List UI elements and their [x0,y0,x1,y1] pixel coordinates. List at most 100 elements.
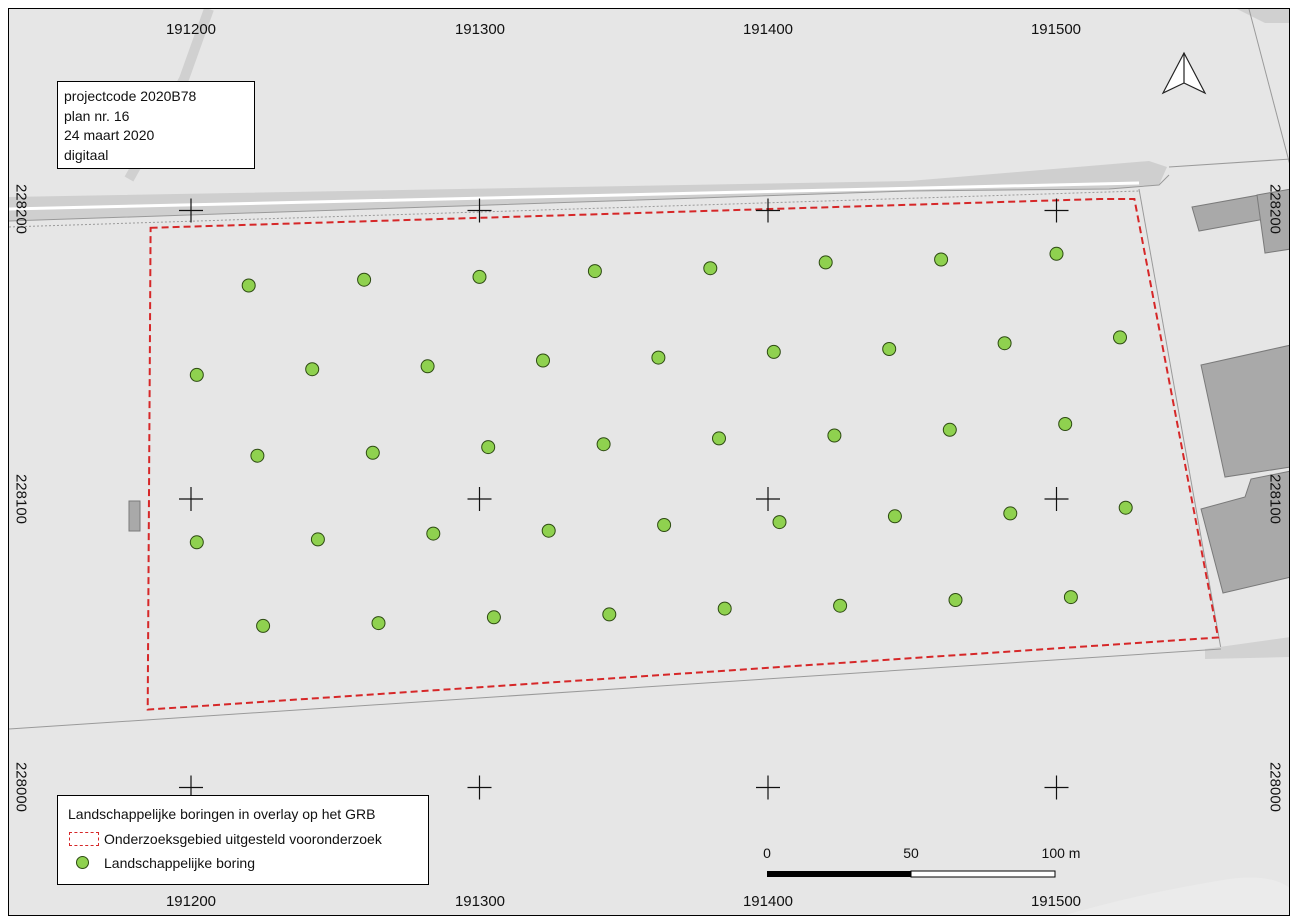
coord-x-top-191200: 191200 [165,21,217,38]
grid-cross [756,487,780,511]
boring-point[interactable] [942,422,957,437]
boring-point[interactable] [1063,590,1078,605]
road-edge [9,174,1170,222]
coord-y-right-228100: 228100 [1266,473,1284,525]
legend-item-study-area: Onderzoeksgebied uitgesteld vooronderzoe… [68,827,418,851]
grid-cross [1044,775,1069,800]
plan-number: plan nr. 16 [64,107,130,124]
boring-point[interactable] [717,601,732,616]
boring-point[interactable] [541,523,556,538]
boring-point[interactable] [486,610,501,625]
building-3 [1200,344,1289,478]
coord-x-bottom-191500: 191500 [1030,893,1082,910]
boring-point[interactable] [189,535,204,550]
boring-point[interactable] [310,532,325,547]
grid-cross [756,198,780,223]
boring-point[interactable] [1003,506,1018,521]
coord-x-bottom-191200: 191200 [165,893,217,910]
project-code: projectcode 2020B78 [64,88,197,104]
boring-point[interactable] [948,593,963,607]
boring-point[interactable] [1113,330,1127,345]
boring-point[interactable] [887,509,902,524]
grid-cross [756,775,780,800]
legend-label-study-area: Onderzoeksgebied uitgesteld vooronderzoe… [104,831,382,847]
coord-y-right-228200: 228200 [1266,183,1284,235]
coord-x-bottom-191400: 191400 [742,893,794,910]
coord-x-top-191300: 191300 [454,21,506,38]
boring-point[interactable] [256,618,271,633]
boring-point[interactable] [766,344,781,359]
boring-point[interactable] [712,431,726,446]
legend-item-boring: Landschappelijke boring [68,851,418,875]
boring-point[interactable] [536,353,550,368]
coord-y-left-228200: 228200 [12,183,30,235]
boring-point[interactable] [420,359,435,374]
boring-point[interactable] [1049,246,1064,261]
plan-date: 24 maart 2020 [64,127,155,143]
road-east-edge-2 [1168,158,1289,168]
coord-x-top-191400: 191400 [742,21,794,38]
boring-point[interactable] [305,362,320,377]
boring-point[interactable] [365,445,380,460]
boring-point[interactable] [241,278,256,293]
boring-point[interactable] [250,448,265,463]
boring-point[interactable] [602,607,617,622]
grid-cross [179,487,203,511]
north-arrow-icon [1161,51,1207,95]
road-east-edge [1248,9,1289,164]
coord-x-top-191500: 191500 [1030,21,1082,38]
boring-point[interactable] [703,261,718,276]
boring-point[interactable] [833,598,848,613]
scale-label-0: 0 [763,845,771,861]
boring-point[interactable] [772,515,787,530]
road-north [9,161,1167,221]
legend-title: Landschappelijke boringen in overlay op … [68,806,376,822]
boring-point[interactable] [1118,500,1133,515]
legend-label-boring: Landschappelijke boring [104,855,255,871]
boring-point[interactable] [1058,417,1073,431]
grid-cross [1044,487,1069,511]
borings-layer [189,246,1133,633]
map-legend: Landschappelijke boringen in overlay op … [57,795,429,885]
boring-point[interactable] [997,336,1012,351]
boring-point[interactable] [587,264,602,279]
grid-cross [467,775,492,800]
boring-point[interactable] [651,350,666,365]
coord-y-left-228000: 228000 [12,761,30,813]
boring-point[interactable] [596,437,611,452]
scale-bar [767,870,1056,878]
grid-crosses [179,198,1069,800]
grid-cross [1044,198,1069,223]
terrain-southeast [1065,877,1289,915]
parcel-line-top [9,190,1140,228]
grid-cross [467,198,492,223]
boring-point[interactable] [657,518,672,532]
boring-point[interactable] [371,616,386,631]
boring-point[interactable] [426,526,441,541]
map-frame: 191200 191300 191400 191500 191200 19130… [8,8,1290,916]
road-centerline [9,181,1140,211]
road-southeast [1205,637,1289,659]
building-2 [1256,188,1289,254]
boring-point[interactable] [818,255,833,270]
building-small [128,500,141,532]
scale-label-50: 50 [903,845,919,861]
green-circle-icon [68,853,104,873]
coord-x-bottom-191300: 191300 [454,893,506,910]
boring-point[interactable] [472,269,487,284]
plan-format: digitaal [64,146,109,163]
scale-label-100m: 100 m [1041,845,1081,861]
coord-y-left-228100: 228100 [12,473,30,525]
parcel-line-east [1138,188,1222,650]
boring-point[interactable] [827,428,842,443]
boring-point[interactable] [189,367,204,382]
parcel-line-south [9,648,1222,730]
boring-point[interactable] [934,252,949,267]
coord-y-right-228000: 228000 [1266,761,1284,813]
boring-point[interactable] [882,342,897,356]
grid-cross [179,198,203,223]
boring-point[interactable] [481,440,496,455]
dashed-polygon-icon [68,829,104,849]
boring-point[interactable] [357,272,372,287]
grid-cross [467,487,492,511]
